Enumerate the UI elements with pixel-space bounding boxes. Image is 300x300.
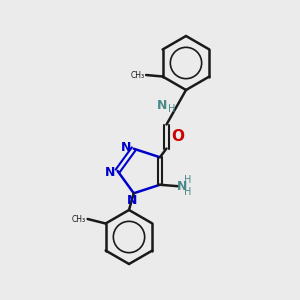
Text: N: N (177, 180, 187, 193)
Text: N: N (127, 194, 137, 207)
Text: H: H (184, 187, 192, 197)
Text: CH₃: CH₃ (72, 214, 86, 224)
Text: CH₃: CH₃ (130, 70, 145, 80)
Text: N: N (105, 166, 115, 179)
Text: N: N (157, 99, 168, 112)
Text: H: H (184, 175, 192, 185)
Text: O: O (171, 129, 184, 144)
Text: H: H (168, 104, 175, 114)
Text: N: N (121, 141, 131, 154)
